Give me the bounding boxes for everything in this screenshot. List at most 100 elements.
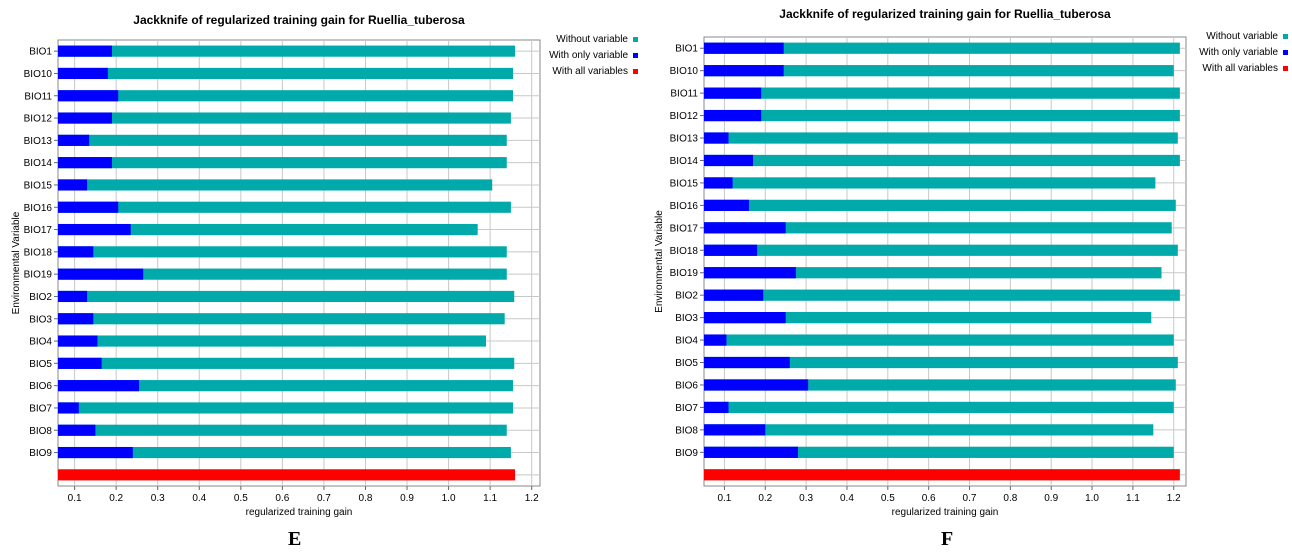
x-tick-label: 1.1 (483, 493, 497, 504)
y-axis-label: Environmental Variable (11, 211, 22, 314)
legend-label: Without variable (1206, 31, 1278, 42)
bar-without-variable (704, 401, 1174, 414)
bar-with-only-variable (58, 268, 144, 280)
y-tick-label: BIO2 (29, 292, 52, 303)
x-tick-label: 0.4 (192, 493, 206, 504)
x-tick-label: 1.1 (1126, 493, 1140, 504)
bar-with-only-variable (704, 267, 796, 279)
bar-without-variable (58, 446, 511, 459)
panel-label-e: E (288, 528, 302, 550)
y-tick-label: BIO3 (675, 313, 698, 324)
bar-with-only-variable (704, 401, 729, 414)
panel-label-f: F (941, 528, 954, 550)
x-tick-label: 0.8 (359, 493, 373, 504)
y-tick-label: BIO9 (29, 448, 52, 459)
bar-with-only-variable (704, 356, 790, 369)
bar-with-only-variable (58, 179, 88, 191)
plot-area (57, 39, 541, 487)
y-tick-label: BIO9 (675, 448, 698, 459)
bar-without-variable (58, 67, 513, 80)
bar-with-only-variable (58, 157, 113, 169)
bar-without-variable (704, 87, 1180, 99)
bar-without-variable (58, 90, 513, 102)
y-tick-label: BIO2 (675, 291, 698, 302)
bar-with-only-variable (58, 67, 108, 80)
y-tick-label: BIO8 (29, 426, 52, 437)
x-tick-label: 0.5 (881, 493, 895, 504)
y-tick-label: BIO14 (670, 156, 699, 167)
bar-with-only-variable (58, 223, 131, 236)
bar-with-only-variable (704, 446, 798, 458)
bar-without-variable (704, 289, 1180, 301)
bar-with-only-variable (704, 379, 809, 391)
x-tick-label: 0.1 (68, 493, 82, 504)
y-tick-label: BIO1 (675, 44, 698, 55)
y-tick-label: BIO17 (24, 225, 53, 236)
bar-with-only-variable (704, 289, 764, 301)
y-tick-label: BIO16 (670, 201, 699, 212)
y-tick-label: BIO12 (24, 114, 53, 125)
chart-title: Jackknife of regularized training gain f… (779, 7, 1111, 21)
bar-with-only-variable (704, 222, 786, 234)
y-tick-label: BIO19 (24, 270, 53, 281)
bar-with-only-variable (704, 109, 762, 122)
bar-with-only-variable (704, 132, 729, 144)
bar-with-only-variable (704, 42, 784, 54)
x-tick-label: 1.0 (442, 493, 456, 504)
x-tick-label: 0.3 (799, 493, 813, 504)
bar-with-only-variable (58, 357, 102, 369)
bar-without-variable (58, 223, 478, 236)
bar-without-variable (58, 357, 515, 369)
bar-without-variable (704, 222, 1172, 234)
bar-with-only-variable (704, 244, 758, 256)
bar-without-variable (58, 45, 516, 57)
bar-with-only-variable (704, 154, 754, 167)
x-tick-label: 0.4 (840, 493, 854, 504)
bar-with-only-variable (58, 290, 88, 303)
bar-without-variable (58, 290, 515, 303)
bar-without-variable (704, 312, 1152, 324)
y-axis-label: Environmental Variable (654, 210, 665, 313)
x-tick-label: 0.8 (1003, 493, 1017, 504)
x-tick-label: 0.7 (317, 493, 331, 504)
bar-without-variable (58, 157, 507, 169)
legend-swatch (633, 69, 638, 74)
y-tick-label: BIO13 (24, 136, 53, 147)
bar-without-variable (58, 402, 513, 414)
bar-without-variable (704, 244, 1178, 256)
legend-swatch (633, 37, 638, 42)
legend-swatch (1283, 66, 1288, 71)
x-tick-label: 0.5 (234, 493, 248, 504)
y-tick-label: BIO19 (670, 268, 699, 279)
bar-without-variable (704, 356, 1178, 369)
bar-without-variable (704, 65, 1174, 77)
y-tick-label: BIO1 (29, 47, 52, 58)
bar-with-only-variable (704, 312, 786, 324)
x-tick-label: 0.6 (922, 493, 936, 504)
x-tick-label: 0.3 (151, 493, 165, 504)
legend-label: With only variable (549, 50, 628, 61)
bar-without-variable (58, 335, 486, 347)
bar-without-variable (58, 380, 513, 392)
bar-with-only-variable (58, 45, 113, 57)
bar-with-only-variable (58, 134, 90, 146)
bar-without-variable (704, 379, 1176, 391)
bar-without-variable (704, 132, 1178, 144)
bar-without-variable (704, 109, 1180, 122)
x-tick-label: 0.2 (109, 493, 123, 504)
bar-with-only-variable (704, 65, 784, 77)
bar-without-variable (58, 424, 507, 436)
x-tick-label: 1.2 (1167, 493, 1181, 504)
legend-label: With only variable (1199, 47, 1278, 58)
bar-with-only-variable (58, 90, 119, 102)
y-tick-label: BIO8 (675, 425, 698, 436)
bar-with-only-variable (704, 177, 733, 189)
legend-label: Without variable (556, 34, 628, 45)
x-tick-label: 1.2 (525, 493, 539, 504)
chart-title: Jackknife of regularized training gain f… (133, 13, 465, 27)
bar-without-variable (704, 334, 1174, 346)
y-tick-label: BIO6 (675, 380, 698, 391)
y-tick-label: BIO10 (670, 66, 699, 77)
y-tick-label: BIO4 (29, 337, 52, 348)
bar-with-only-variable (704, 424, 766, 436)
